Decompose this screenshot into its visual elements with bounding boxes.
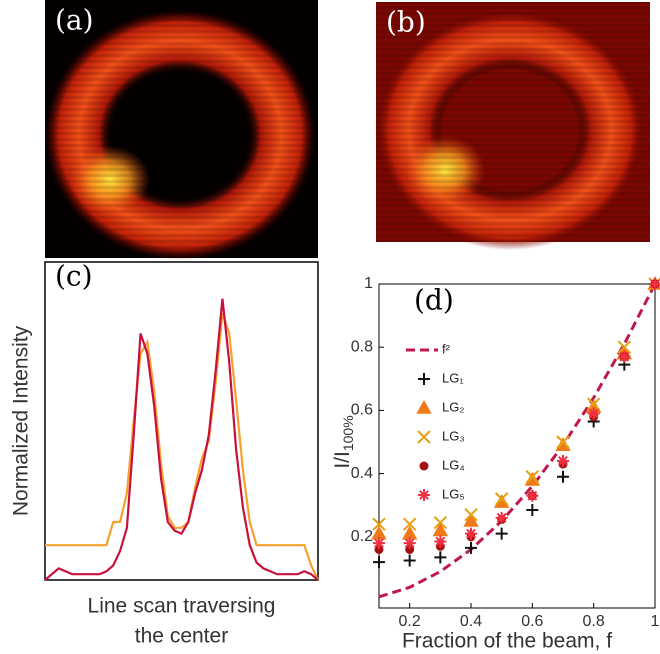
- data-point: [465, 527, 477, 540]
- panel-label: (c): [55, 260, 93, 293]
- legend-marker: [418, 489, 430, 501]
- data-point: [526, 489, 539, 502]
- data-point: [405, 544, 415, 554]
- y-axis-label-sub: 100%: [340, 415, 356, 451]
- legend-label: f²: [442, 341, 451, 356]
- y-tick-label: 0.8: [351, 338, 373, 355]
- y-tick-label: 0.6: [351, 402, 373, 419]
- data-point: [372, 517, 386, 531]
- data-point: [432, 522, 449, 537]
- data-point: [403, 537, 416, 550]
- legend-marker: [416, 399, 432, 414]
- y-tick-label: 1: [364, 275, 373, 292]
- panel-label: (b): [386, 6, 426, 39]
- data-point: [494, 492, 509, 506]
- legend-label: LG₂: [442, 399, 464, 414]
- data-point: [434, 551, 447, 564]
- data-point: [495, 527, 508, 540]
- data-point: [434, 535, 447, 548]
- panel-c-frame: [44, 261, 319, 581]
- x-tick-label: 0.4: [460, 613, 482, 630]
- data-point: [557, 470, 569, 483]
- data-point: [649, 278, 660, 290]
- legend-label: LG₄: [442, 457, 465, 472]
- data-point: [374, 544, 384, 554]
- panel-label: (d): [414, 284, 454, 317]
- data-point: [526, 503, 539, 516]
- data-point: [463, 512, 479, 527]
- legend-label: LG₅: [442, 486, 465, 501]
- data-point: [403, 554, 416, 567]
- y-axis-label: Normalized Intensity: [10, 325, 33, 516]
- y-tick-label: 0.2: [351, 528, 373, 545]
- x-tick-label: 0.6: [521, 613, 543, 630]
- data-point: [586, 397, 601, 411]
- legend-marker: [418, 373, 430, 385]
- x-axis-label: the center: [135, 625, 228, 648]
- y-axis-label: I/I100%: [331, 415, 356, 468]
- y-axis-label-main: I/I: [331, 451, 354, 469]
- data-point: [617, 340, 632, 354]
- y-tick-label: 0.4: [351, 465, 373, 482]
- legend-label: LG₃: [442, 428, 465, 443]
- line-series: [44, 298, 319, 581]
- panel-label: (a): [55, 4, 94, 37]
- image-b: (b): [375, 2, 650, 250]
- data-point: [373, 537, 385, 550]
- data-point: [402, 517, 417, 531]
- legend-marker: [417, 430, 431, 444]
- data-point: [556, 435, 570, 449]
- data-point: [373, 556, 385, 569]
- x-tick-label: 0.2: [399, 613, 421, 630]
- data-point: [587, 407, 600, 420]
- image-a: (a): [45, 0, 318, 260]
- x-tick-label: 0.8: [583, 613, 605, 630]
- data-point: [495, 511, 508, 524]
- line-series: [45, 312, 319, 581]
- fit-line: [378, 283, 657, 599]
- data-point: [618, 350, 631, 363]
- x-tick-label: 1: [651, 613, 660, 630]
- legend-marker: [419, 461, 429, 471]
- data-point: [465, 541, 477, 554]
- panel-d-frame: [378, 283, 656, 609]
- data-point: [464, 507, 478, 522]
- x-axis-label: Line scan traversing: [88, 595, 276, 618]
- data-point: [433, 515, 448, 530]
- data-point: [557, 454, 569, 467]
- legend-label: LG₁: [442, 370, 464, 385]
- x-axis-label: Fraction of the beam, f: [402, 630, 612, 653]
- data-point: [525, 470, 540, 484]
